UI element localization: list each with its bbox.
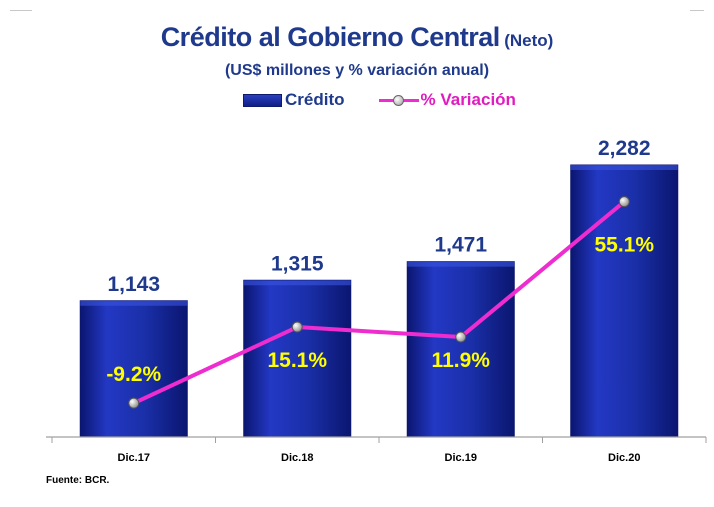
x-tick-label: Dic.17: [118, 452, 150, 464]
legend-label-credito: Crédito: [285, 90, 345, 109]
chart-title-suffix: (Neto): [504, 31, 554, 50]
variacion-point: [291, 321, 303, 333]
legend-label-variacion: % Variación: [420, 90, 516, 109]
bar-highlight-2: [407, 261, 515, 267]
variacion-label: -9.2%: [106, 363, 161, 386]
chart-title-main: Crédito al Gobierno Central: [160, 22, 501, 52]
bar-dic20: [570, 164, 679, 438]
bar-highlight-0: [80, 300, 188, 306]
variacion-label: 15.1%: [267, 349, 327, 372]
bar-value-label: 1,143: [107, 273, 160, 296]
variacion-line: [132, 200, 626, 405]
bar-dic17: [79, 300, 188, 438]
chart-legend: Crédito % Variación: [243, 88, 516, 112]
variacion-point: [618, 196, 630, 208]
x-tick-label: Dic.20: [608, 452, 640, 464]
chart-source: Fuente: BCR.: [46, 475, 110, 486]
bar-highlight-3: [570, 165, 678, 170]
top-rule-right: [690, 10, 704, 11]
legend-line-swatch: [378, 94, 419, 106]
bar-value-label: 1,471: [434, 234, 487, 257]
bar-dic18: [243, 279, 352, 438]
chart-title: Crédito al Gobierno Central (Neto): [0, 22, 714, 53]
variacion-label: 55.1%: [594, 234, 654, 257]
legend-bar-swatch: [243, 93, 282, 107]
variacion-point: [128, 397, 140, 409]
chart-subtitle: (US$ millones y % variación anual): [224, 62, 490, 79]
bar-value-label: 1,315: [271, 252, 324, 275]
top-rule-left: [10, 10, 32, 11]
x-tick-label: Dic.18: [281, 452, 313, 464]
bar-value-label: 2,282: [598, 137, 651, 160]
bar-highlight-1: [243, 280, 351, 286]
bar-dic19: [406, 261, 515, 438]
x-tick-label: Dic.19: [445, 452, 477, 464]
variacion-label: 11.9%: [432, 349, 491, 372]
variacion-point: [455, 331, 467, 343]
